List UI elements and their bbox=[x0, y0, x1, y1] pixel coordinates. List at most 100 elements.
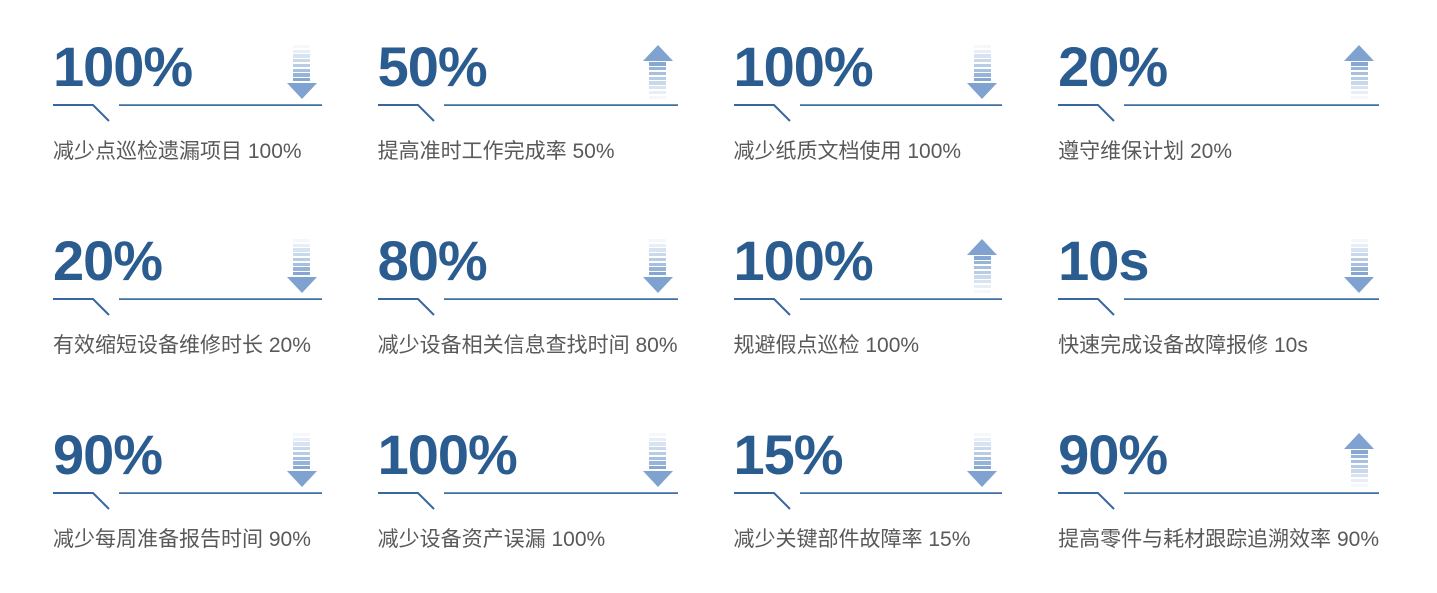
trend-down-icon bbox=[642, 427, 674, 487]
notch-line-icon bbox=[1058, 298, 1115, 316]
arrow-bar bbox=[973, 270, 991, 274]
rule-line bbox=[443, 492, 678, 494]
arrow-bar bbox=[293, 456, 311, 460]
arrow-bar bbox=[293, 73, 311, 77]
arrow-bar bbox=[649, 451, 666, 456]
arrow-bar bbox=[649, 86, 666, 90]
underline-divider bbox=[733, 491, 1003, 511]
arrow-bar bbox=[973, 68, 991, 72]
arrow-bar bbox=[973, 44, 991, 48]
arrow-bar bbox=[973, 461, 991, 465]
arrow-bar bbox=[973, 59, 991, 63]
arrow-bar bbox=[649, 238, 666, 242]
rule-line bbox=[1124, 104, 1379, 106]
arrow-bar bbox=[973, 275, 991, 279]
stat-card: 100% 规避假点巡检 100% bbox=[733, 232, 1003, 360]
arrow-bar bbox=[1350, 238, 1368, 242]
stat-card-head: 20% bbox=[53, 232, 322, 294]
underline-divider bbox=[377, 491, 678, 511]
stat-label: 有效缩短设备维修时长 20% bbox=[53, 334, 311, 357]
stat-card-head: 100% bbox=[734, 232, 1003, 294]
stat-value: 100% bbox=[733, 35, 874, 98]
stat-label: 提高准时工作完成率 50% bbox=[377, 140, 615, 163]
stat-card: 15% 减少关键部件故障率 15% bbox=[733, 426, 1003, 554]
stat-card-head: 20% bbox=[1058, 38, 1379, 100]
arrow-bar bbox=[1350, 272, 1368, 276]
stat-card-head: 100% bbox=[53, 38, 322, 100]
trend-down-icon bbox=[966, 39, 998, 99]
notch-line-icon bbox=[733, 298, 791, 316]
stat-value: 20% bbox=[53, 229, 163, 292]
arrow-bar bbox=[649, 262, 666, 266]
notch-line-icon bbox=[1058, 104, 1115, 122]
arrow-bar bbox=[649, 442, 666, 446]
arrow-bar bbox=[649, 76, 666, 80]
stat-label: 减少设备相关信息查找时间 80% bbox=[377, 334, 678, 357]
rule-line bbox=[443, 104, 678, 106]
arrow-bar bbox=[649, 71, 666, 76]
stat-value: 20% bbox=[1058, 35, 1168, 98]
trend-down-icon bbox=[286, 39, 318, 99]
trend-up-icon bbox=[1343, 427, 1375, 487]
stat-value: 10s bbox=[1058, 229, 1149, 292]
arrow-head bbox=[1344, 277, 1374, 293]
arrow-bar bbox=[293, 248, 311, 252]
arrow-bar bbox=[649, 461, 666, 465]
arrow-bar bbox=[973, 280, 991, 284]
underline-divider bbox=[53, 491, 322, 511]
stat-value: 100% bbox=[733, 229, 874, 292]
stat-card: 100% 减少设备资产误漏 100% bbox=[377, 426, 678, 554]
stat-label: 快速完成设备故障报修 10s bbox=[1058, 334, 1308, 357]
trend-up-icon bbox=[642, 39, 674, 99]
arrow-bar bbox=[649, 456, 666, 460]
arrow-bar bbox=[293, 451, 311, 456]
underline-divider bbox=[377, 297, 678, 317]
stat-card: 50% 提高准时工作完成率 50% bbox=[377, 38, 678, 166]
arrow-bar bbox=[973, 73, 991, 77]
arrow-bar bbox=[293, 432, 311, 436]
arrow-bar bbox=[1350, 464, 1368, 468]
stat-label: 减少关键部件故障率 15% bbox=[733, 528, 971, 551]
stat-value: 80% bbox=[377, 229, 488, 292]
notch-line-icon bbox=[53, 492, 110, 510]
notch-line-icon bbox=[53, 104, 110, 122]
stat-card-head: 15% bbox=[734, 426, 1003, 488]
rule-line bbox=[443, 298, 678, 300]
arrow-bar bbox=[293, 68, 311, 72]
rule-line bbox=[1124, 298, 1379, 300]
arrow-head bbox=[967, 238, 998, 255]
stat-card: 100% 减少点巡检遗漏项目 100% bbox=[53, 38, 322, 166]
arrow-bar bbox=[1350, 479, 1368, 483]
arrow-bar bbox=[973, 466, 991, 470]
arrow-bar bbox=[649, 466, 666, 470]
arrow-bar bbox=[1350, 267, 1368, 271]
stat-value: 100% bbox=[377, 423, 518, 486]
arrow-bar bbox=[973, 437, 991, 441]
arrow-bar bbox=[1350, 469, 1368, 473]
arrow-bar bbox=[293, 267, 311, 271]
arrow-bar bbox=[649, 243, 666, 247]
underline-divider bbox=[1058, 297, 1379, 317]
stat-card-head: 100% bbox=[378, 426, 678, 488]
trend-down-icon bbox=[1343, 233, 1375, 293]
stats-grid: 100% 减少点巡检遗漏项目 100% 50% 提高准时工作完成率 50% 10… bbox=[53, 35, 1379, 554]
stat-label: 遵守维保计划 20% bbox=[1058, 140, 1232, 163]
arrow-bar bbox=[1350, 67, 1368, 71]
arrow-bar bbox=[1350, 253, 1368, 257]
arrow-bar bbox=[1350, 262, 1368, 266]
notch-line-icon bbox=[733, 492, 791, 510]
arrow-bar bbox=[293, 54, 311, 58]
arrow-bar bbox=[293, 49, 311, 53]
arrow-bar bbox=[1350, 86, 1368, 90]
stat-value: 90% bbox=[1058, 423, 1168, 486]
arrow-bar bbox=[973, 456, 991, 460]
arrow-bar bbox=[293, 253, 311, 257]
stat-label: 规避假点巡检 100% bbox=[733, 334, 920, 357]
trend-down-icon bbox=[642, 233, 674, 293]
arrow-bar bbox=[649, 91, 666, 95]
arrow-bar bbox=[649, 67, 666, 71]
arrow-bar bbox=[649, 267, 666, 271]
rule-line bbox=[119, 104, 322, 106]
rule-line bbox=[119, 492, 322, 494]
arrow-bar bbox=[293, 442, 311, 446]
